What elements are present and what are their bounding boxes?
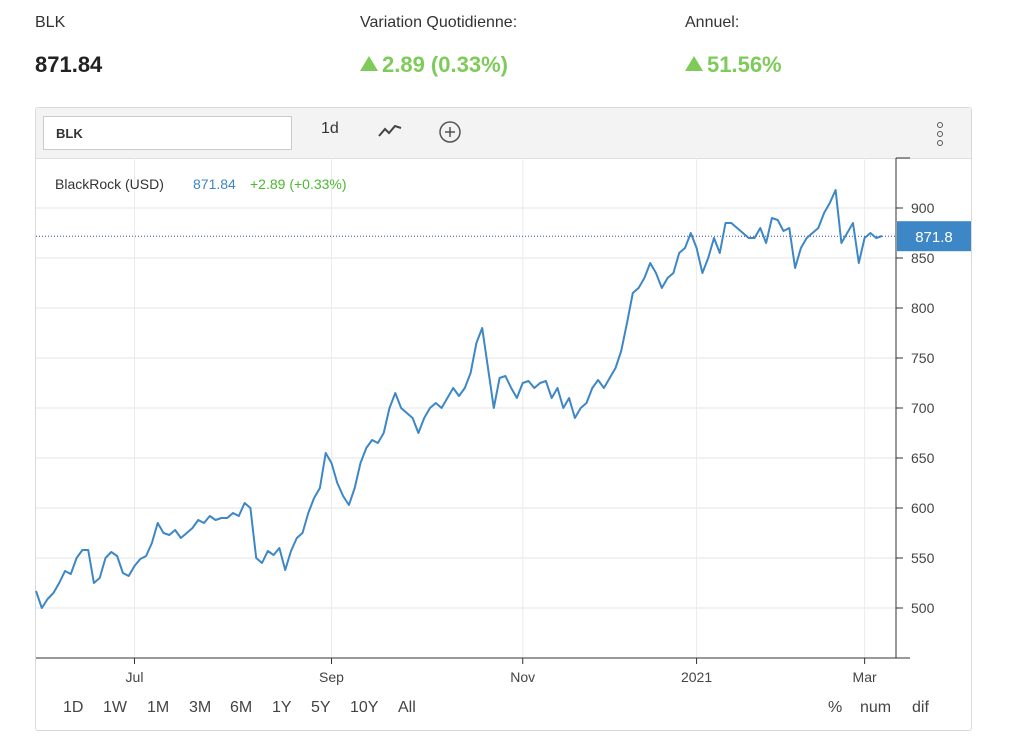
y-tick-label: 550 (911, 550, 935, 566)
range-10y-button[interactable]: 10Y (350, 699, 379, 716)
price-tag-box (897, 221, 971, 252)
annual-change-label: Annuel: (685, 14, 740, 31)
y-tick-label: 500 (911, 600, 935, 616)
ticker-label: BLK (35, 14, 66, 31)
add-comparison-icon[interactable] (438, 120, 462, 149)
x-tick-label: Jul (126, 669, 144, 685)
range-5y-button[interactable]: 5Y (311, 699, 331, 716)
mode-num-button[interactable]: num (860, 699, 892, 716)
up-triangle-icon (360, 55, 378, 71)
range-6m-button[interactable]: 6M (230, 699, 253, 716)
y-tick-label: 900 (911, 200, 935, 216)
range-3m-button[interactable]: 3M (189, 699, 212, 716)
more-options-icon[interactable] (937, 122, 943, 149)
daily-change-value: 2.89 (0.33%) (360, 52, 517, 78)
up-triangle-icon (685, 55, 703, 71)
chart-toolbar: 1d (36, 108, 971, 159)
range-1m-button[interactable]: 1M (147, 699, 170, 716)
y-tick-label: 600 (911, 500, 935, 516)
annual-change-value: 51.56% (685, 52, 782, 78)
y-tick-label: 850 (911, 250, 935, 266)
range-1d-button[interactable]: 1D (63, 699, 84, 716)
price-series-line (35, 189, 883, 609)
legend-change: +2.89 (+0.33%) (250, 176, 347, 192)
symbol-input[interactable] (43, 116, 292, 150)
chart-widget: 1d (35, 107, 972, 731)
daily-change-stat: Variation Quotidienne: 2.89 (0.33%) (360, 14, 517, 78)
annual-change-stat: Annuel: 51.56% (685, 14, 782, 78)
y-tick-label: 800 (911, 300, 935, 316)
range-1w-button[interactable]: 1W (103, 699, 127, 716)
x-tick-label: Mar (853, 669, 877, 685)
y-tick-label: 700 (911, 400, 935, 416)
interval-button[interactable]: 1d (321, 120, 339, 137)
mode-dif-button[interactable]: dif (912, 699, 929, 716)
x-tick-label: 2021 (681, 669, 712, 685)
range-1y-button[interactable]: 1Y (272, 699, 292, 716)
price-value: 871.84 (35, 52, 103, 77)
mode-percent-button[interactable]: % (828, 699, 843, 716)
legend-last: 871.84 (193, 176, 236, 192)
y-tick-label: 650 (911, 450, 935, 466)
price-tag-label: 871.8 (915, 229, 953, 246)
daily-change-label: Variation Quotidienne: (360, 14, 518, 31)
y-tick-label: 750 (911, 350, 935, 366)
x-tick-label: Sep (319, 669, 344, 685)
range-all-button[interactable]: All (398, 699, 416, 716)
ticker-stat: BLK 871.84 (35, 14, 102, 78)
x-tick-label: Nov (510, 669, 535, 685)
legend-name: BlackRock (USD) (55, 176, 164, 192)
chart-type-icon[interactable] (377, 121, 403, 146)
